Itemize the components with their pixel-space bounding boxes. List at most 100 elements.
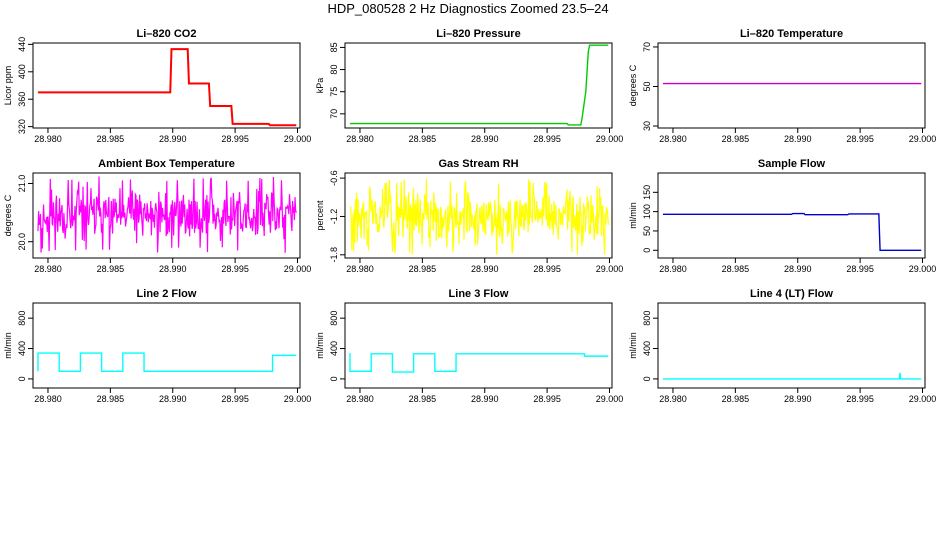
series-line — [349, 178, 609, 255]
y-axis-label: degrees C — [628, 64, 638, 106]
y-tick-label: 0 — [17, 376, 27, 381]
panel-3: Li–820 Temperature degrees C 28.980 28.985 2… — [628, 28, 936, 144]
x-tick-label: 28.980 — [34, 134, 62, 144]
x-tick-label: 28.990 — [784, 394, 812, 404]
x-tick-label: 29.000 — [284, 264, 312, 274]
panel-title: Ambient Box Temperature — [98, 158, 235, 170]
y-tick-label: -1.2 — [329, 209, 339, 225]
y-tick-label: 21.0 — [17, 175, 27, 193]
x-tick-label: 28.995 — [533, 264, 561, 274]
series-line — [349, 44, 609, 126]
x-tick-label: 28.985 — [722, 394, 750, 404]
y-tick-label: 0 — [642, 248, 652, 253]
panel-4: Ambient Box Temperature degrees C 28.980 28… — [3, 158, 311, 274]
plot-frame — [32, 172, 301, 259]
y-axis-label: kPa — [315, 78, 325, 94]
x-tick-label: 28.985 — [409, 394, 437, 404]
plot-frame — [657, 172, 926, 259]
x-tick-label: 29.000 — [596, 394, 624, 404]
y-tick-label: 800 — [17, 311, 27, 326]
x-tick-label: 28.980 — [346, 394, 374, 404]
y-tick-label: 0 — [329, 376, 339, 381]
x-tick-label: 28.990 — [159, 134, 187, 144]
x-tick-label: 28.985 — [97, 264, 125, 274]
y-tick-label: 800 — [329, 311, 339, 326]
plot-frame — [32, 42, 301, 129]
y-tick-label: 320 — [17, 119, 27, 134]
y-tick-label: 70 — [642, 42, 652, 52]
x-tick-label: 28.995 — [533, 394, 561, 404]
y-tick-label: 85 — [329, 42, 339, 52]
y-tick-label: 70 — [329, 109, 339, 119]
x-tick-label: 28.990 — [471, 264, 499, 274]
plot-frame — [657, 42, 926, 129]
y-axis-label: ml/min — [628, 202, 638, 229]
plot-frame — [344, 172, 613, 259]
x-tick-label: 28.995 — [533, 134, 561, 144]
x-tick-label: 28.990 — [471, 394, 499, 404]
y-tick-label: 400 — [329, 341, 339, 356]
y-tick-label: 400 — [17, 64, 27, 79]
panel-title: Li–820 Pressure — [436, 28, 520, 40]
panel-title: Line 2 Flow — [137, 288, 197, 300]
plot-frame — [32, 302, 301, 389]
plot-frame — [657, 302, 926, 389]
panel-5: Gas Stream RH percent 28.980 28.985 28.990 28… — [315, 158, 623, 274]
panel-8: Line 3 Flow ml/min 28.980 28.985 28.990 28.99… — [315, 288, 623, 404]
y-tick-label: 360 — [17, 92, 27, 107]
y-tick-label: 150 — [642, 185, 652, 200]
x-tick-label: 29.000 — [596, 264, 624, 274]
x-tick-label: 28.980 — [34, 264, 62, 274]
y-tick-label: 0 — [642, 376, 652, 381]
panel-7: Line 2 Flow ml/min 28.980 28.985 28.990 28.99… — [3, 288, 311, 404]
x-tick-label: 29.000 — [909, 134, 936, 144]
y-tick-label: -1.8 — [329, 247, 339, 263]
x-tick-label: 28.995 — [221, 394, 249, 404]
y-tick-label: -0.6 — [329, 170, 339, 186]
x-tick-label: 29.000 — [909, 264, 936, 274]
y-tick-label: 400 — [17, 341, 27, 356]
x-tick-label: 28.980 — [659, 264, 687, 274]
x-tick-label: 28.985 — [409, 264, 437, 274]
y-tick-label: 30 — [642, 121, 652, 131]
y-axis-label: percent — [315, 200, 325, 231]
x-tick-label: 28.990 — [471, 134, 499, 144]
y-axis-label: degrees C — [3, 194, 13, 236]
series-line — [662, 372, 922, 380]
x-tick-label: 28.995 — [846, 264, 874, 274]
plot-frame — [344, 302, 613, 389]
series-line — [37, 48, 297, 127]
x-tick-label: 28.995 — [221, 264, 249, 274]
panel-title: Line 4 (LT) Flow — [750, 288, 833, 300]
x-tick-label: 29.000 — [596, 134, 624, 144]
y-tick-label: 50 — [642, 226, 652, 236]
panel-9: Line 4 (LT) Flow ml/min 28.980 28.985 28.990… — [628, 288, 936, 404]
series-line — [37, 352, 297, 372]
panel-title: Gas Stream RH — [438, 158, 518, 170]
x-tick-label: 28.985 — [722, 134, 750, 144]
panel-title: Li–820 Temperature — [740, 28, 843, 40]
y-axis-label: ml/min — [315, 332, 325, 359]
x-tick-label: 28.985 — [97, 134, 125, 144]
y-tick-label: 800 — [642, 311, 652, 326]
x-tick-label: 28.990 — [784, 134, 812, 144]
y-axis-label: ml/min — [628, 332, 638, 359]
y-tick-label: 100 — [642, 204, 652, 219]
x-tick-label: 28.990 — [159, 394, 187, 404]
x-tick-label: 28.995 — [846, 394, 874, 404]
y-tick-label: 75 — [329, 87, 339, 97]
x-tick-label: 29.000 — [284, 134, 312, 144]
x-tick-label: 28.990 — [784, 264, 812, 274]
x-tick-label: 28.980 — [346, 264, 374, 274]
x-tick-label: 29.000 — [909, 394, 936, 404]
panel-title: Li–820 CO2 — [137, 28, 197, 40]
figure-title: HDP_080528 2 Hz Diagnostics Zoomed 23.5–… — [327, 1, 609, 16]
x-tick-label: 28.980 — [346, 134, 374, 144]
y-tick-label: 400 — [642, 341, 652, 356]
series-line — [37, 176, 297, 253]
x-tick-label: 28.985 — [97, 394, 125, 404]
y-tick-label: 440 — [17, 37, 27, 52]
x-tick-label: 28.990 — [159, 264, 187, 274]
y-tick-label: 80 — [329, 65, 339, 75]
